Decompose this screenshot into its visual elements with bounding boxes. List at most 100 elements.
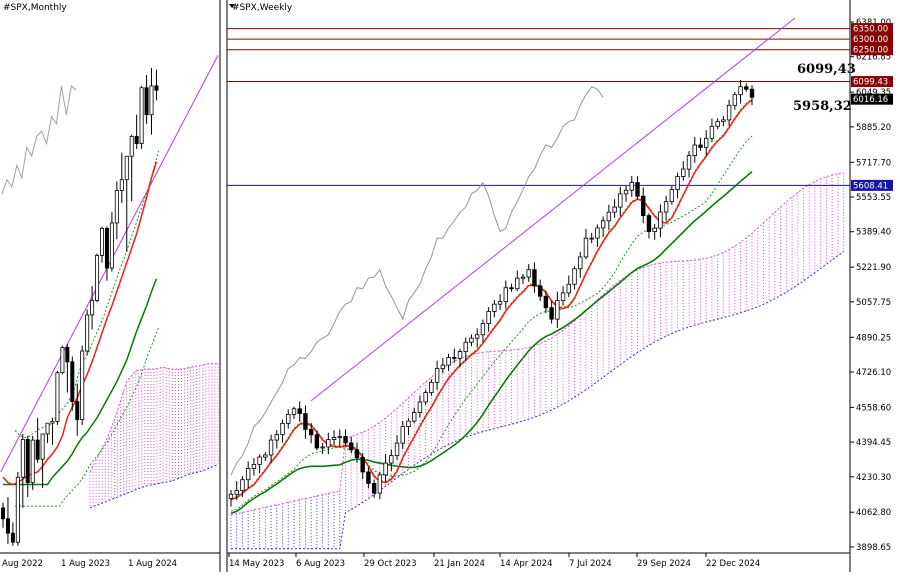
weekly-candle [412,407,417,424]
weekly-candle [583,228,589,260]
weekly-candle [320,442,325,454]
candle-body [641,195,646,216]
monthly-candle [109,212,114,272]
x-tick-label: 14 May 2023 [229,559,284,569]
price-annotation: 5958,32 [793,99,852,114]
y-tick-label: 5553.55 [856,193,891,203]
candle-body [360,457,365,473]
x-tick-label: 6 Aug 2023 [296,559,345,569]
y-tick-label: 6049.35 [856,88,891,98]
x-tick-label: 29 Sep 2024 [637,559,691,569]
candle-body [412,412,417,422]
candle-body [400,426,405,444]
weekly-candle [314,430,320,451]
weekly-candle [738,79,743,104]
weekly-candle [686,151,692,178]
candle-body [268,439,274,456]
candle-body [732,94,738,106]
cloud-edge-b [231,251,844,550]
candle-body [589,237,594,240]
monthly-panel: #SPX,Monthly Aug 2022 1 Aug 2023 1 Aug 2024 [0,3,219,569]
y-tick-label: 4394.45 [856,438,891,448]
cloud-edge-a [230,172,844,516]
candle-body [139,87,144,145]
weekly-title: #SPX,Weekly [232,3,293,13]
y-tick-label: 6216.85 [856,53,891,63]
candle-body [738,86,743,96]
price-tag: 6250.00 [851,44,893,56]
candle-body [480,323,486,336]
y-tick-label: 4726.10 [856,368,891,378]
candle-body [440,364,446,370]
candle-body [560,292,566,301]
candle-body [5,518,10,534]
weekly-candle [463,337,468,361]
monthly-candle [129,134,134,202]
weekly-candle [303,405,308,439]
monthly-x-tick: Aug 2022 [2,559,43,569]
candle-body [308,428,314,436]
candle-body [280,422,285,435]
y-tick-label: 5717.70 [856,158,891,168]
price-tag-label: 6250.00 [853,46,888,56]
monthly-candle [114,181,119,240]
candle-body [320,446,325,449]
candle-body [95,255,100,301]
price-tag-label: 5608.41 [853,181,888,191]
weekly-candle [228,490,234,507]
weekly-candle [520,273,526,284]
weekly-candle [446,353,451,371]
candle-body [314,434,320,449]
candle-body [343,436,348,444]
weekly-panel: #SPX,Weekly6099,435958,326381.006216.856… [227,3,893,569]
weekly-candle [600,216,606,238]
weekly-candle [417,395,423,418]
y-tick-label: 4230.30 [856,473,891,483]
candle-body [406,420,411,428]
candle-body [0,507,6,520]
weekly-candle [623,185,629,202]
weekly-candle [492,299,497,318]
candle-body [715,121,720,127]
monthly-title: #SPX,Monthly [3,3,67,13]
candle-body [469,337,474,343]
candle-body [274,434,280,441]
candle-body [65,347,70,363]
weekly-trendline [310,17,796,402]
candle-body [457,351,463,359]
candle-body [635,182,640,197]
candle-body [658,211,663,229]
candle-body [463,341,468,352]
weekly-candle [349,436,354,454]
candle-body [297,408,302,414]
y-tick-label: 5057.75 [856,298,891,308]
candle-body [263,454,268,458]
weekly-candle [612,199,617,218]
monthly-candle [35,417,40,463]
monthly-candle [40,433,45,489]
monthly-candle [144,75,149,124]
candle-body [90,300,95,316]
weekly-candle [360,453,365,480]
weekly-candle [658,204,663,238]
weekly-candle [618,186,623,216]
candle-body [497,301,503,305]
weekly-candle [681,161,686,181]
weekly-candle [406,418,411,436]
candle-body [245,468,251,481]
price-tag-label: 6099.43 [853,78,888,88]
y-tick-label: 4558.60 [856,403,891,413]
price-tag: 5608.41 [851,179,893,191]
candle-body [549,307,554,320]
candle-body [446,357,451,366]
weekly-candle [703,130,709,156]
weekly-candle [744,83,749,92]
candle-body [749,88,755,98]
weekly-candle [566,275,571,298]
monthly-x-tick: 1 Aug 2024 [128,559,177,569]
weekly-candle [245,461,251,489]
weekly-candle [732,92,738,110]
weekly-candle [377,471,383,500]
